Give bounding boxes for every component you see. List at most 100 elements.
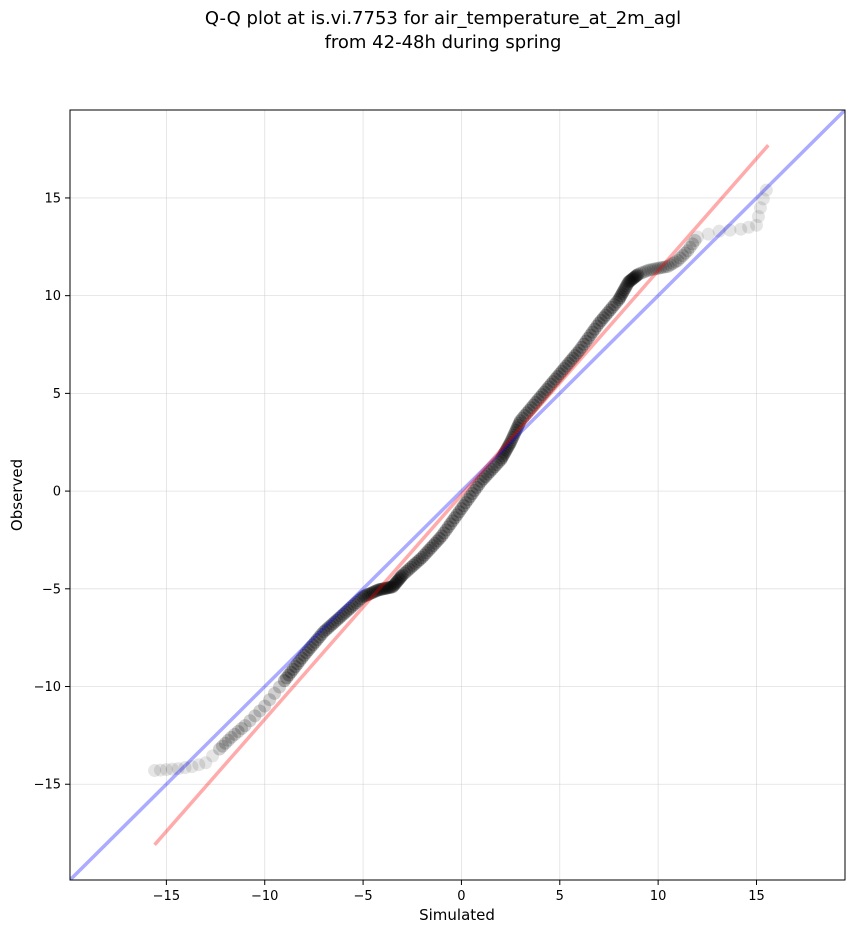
qq-point (411, 554, 425, 568)
qq-point (481, 467, 495, 481)
qq-point (413, 552, 427, 566)
qq-point (437, 526, 451, 540)
qq-point (605, 300, 619, 314)
qq-point (404, 560, 418, 574)
qq-point (734, 222, 748, 236)
qq-point (617, 283, 631, 297)
qq-point (621, 277, 635, 291)
qq-point (636, 265, 650, 279)
qq-point (663, 258, 677, 272)
qq-point (235, 722, 249, 736)
qq-point (581, 331, 595, 345)
qq-point (325, 617, 339, 631)
qq-point (386, 580, 400, 594)
qq-point (492, 455, 506, 469)
qq-point (619, 279, 633, 293)
qq-point (542, 380, 556, 394)
qq-point (323, 619, 337, 633)
qq-point (678, 246, 692, 260)
qq-point (330, 613, 344, 627)
qq-point (551, 369, 565, 383)
qq-point (503, 437, 517, 451)
x-tick-label: 0 (457, 889, 465, 904)
qq-point (478, 470, 492, 484)
qq-point (312, 630, 326, 644)
qq-point (671, 253, 685, 267)
qq-point (753, 201, 767, 215)
qq-point (476, 472, 490, 486)
qq-point (723, 223, 737, 237)
qq-point (306, 638, 320, 652)
qq-point (394, 569, 408, 583)
qq-point (212, 742, 226, 756)
qq-point (295, 651, 309, 665)
fit-reference-line (153, 144, 770, 846)
qq-point (365, 586, 379, 600)
qq-point (489, 458, 503, 472)
qq-point (424, 541, 438, 555)
qq-point (527, 398, 541, 412)
qq-point (553, 367, 567, 381)
qq-point (384, 580, 398, 594)
qq-point (546, 375, 560, 389)
axis-ticks: −15 −10 −5 0 5 10 15 −15 −10 −5 0 5 10 15 (34, 191, 765, 904)
qq-point (291, 657, 305, 671)
qq-point (159, 763, 173, 777)
qq-point (435, 529, 449, 543)
qq-point (268, 686, 282, 700)
qq-point (496, 449, 510, 463)
qq-point (588, 322, 602, 336)
qq-point (454, 502, 468, 516)
qq-point (406, 558, 420, 572)
qq-point (701, 227, 715, 241)
qq-point (461, 493, 475, 507)
qq-point (516, 411, 530, 425)
qq-point (441, 520, 455, 534)
qq-point (284, 665, 298, 679)
qq-point (629, 269, 643, 283)
qq-point (301, 643, 315, 657)
chart-title-line-1: Q-Q plot at is.vi.7753 for air_temperatu… (204, 8, 682, 29)
qq-point (361, 587, 375, 601)
qq-point (615, 287, 629, 301)
qq-point (504, 435, 518, 449)
qq-point (409, 556, 423, 570)
qq-point (277, 674, 291, 688)
x-tick-label: 15 (748, 889, 765, 904)
qq-point (511, 419, 525, 433)
qq-point (215, 739, 229, 753)
qq-point (339, 605, 353, 619)
qq-point (559, 359, 573, 373)
qq-point (308, 635, 322, 649)
qq-point (537, 385, 551, 399)
qq-point (356, 590, 370, 604)
x-tick-label: 10 (650, 889, 667, 904)
qq-point (472, 477, 486, 491)
qq-point (666, 256, 680, 270)
qq-point (505, 433, 519, 447)
qq-point (282, 668, 296, 682)
scatter-points (148, 183, 773, 778)
qq-point (463, 490, 477, 504)
y-tick-label: −10 (34, 680, 61, 695)
qq-point (586, 325, 600, 339)
qq-point (712, 224, 726, 238)
qq-point (332, 611, 346, 625)
qq-point (334, 609, 348, 623)
qq-point (498, 445, 512, 459)
qq-point (310, 633, 324, 647)
qq-point (419, 546, 433, 560)
qq-point (668, 255, 682, 269)
y-tick-label: 10 (44, 289, 61, 304)
y-axis-label: Observed (8, 459, 26, 531)
qq-point (607, 298, 621, 312)
qq-point (373, 582, 387, 596)
qq-point (336, 607, 350, 621)
qq-point (540, 382, 554, 396)
qq-point (352, 594, 366, 608)
qq-point (518, 409, 532, 423)
qq-point (485, 462, 499, 476)
qq-point (387, 579, 401, 593)
